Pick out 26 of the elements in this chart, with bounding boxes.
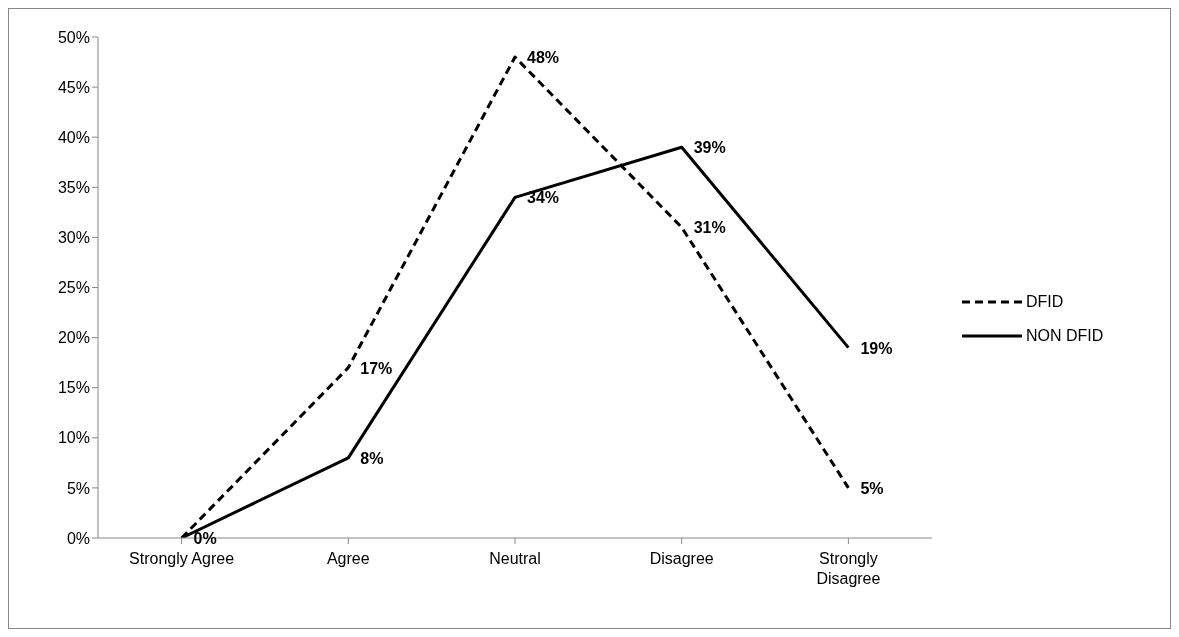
x-tick-label: Disagree (649, 550, 714, 567)
y-tick-label: 40% (57, 128, 90, 146)
x-tick-label: Strongly Disagree (816, 550, 881, 587)
data-label: 0% (193, 530, 217, 547)
y-tick-label: 30% (57, 229, 90, 247)
y-tick-label: 25% (57, 279, 90, 297)
legend-label: DFID (1026, 292, 1064, 311)
y-tick-label: 0% (66, 529, 90, 547)
data-label: 39% (693, 139, 726, 157)
data-label: 17% (360, 359, 393, 377)
x-tick-label: Neutral (489, 550, 541, 567)
legend-label: NON DFID (1026, 326, 1104, 345)
data-label: 19% (860, 339, 893, 357)
x-tick-label: Agree (326, 550, 370, 567)
y-tick-label: 10% (57, 429, 90, 447)
data-label: 8% (360, 449, 384, 467)
y-tick-label: 50% (57, 28, 90, 46)
y-tick-label: 5% (66, 479, 90, 497)
data-label: 48% (527, 49, 560, 67)
x-tick-label: Strongly Agree (129, 550, 235, 567)
data-label: 31% (693, 219, 726, 237)
y-tick-label: 35% (57, 178, 90, 196)
y-tick-label: 20% (57, 329, 90, 347)
y-tick-label: 45% (57, 78, 90, 96)
data-label: 5% (860, 479, 884, 497)
y-tick-label: 15% (57, 379, 90, 397)
